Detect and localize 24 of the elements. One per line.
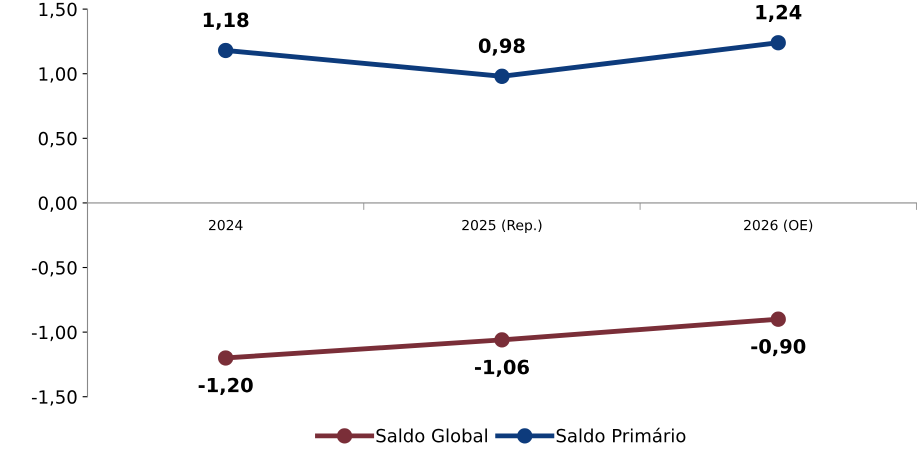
legend-label: Saldo Global [376,428,487,442]
y-tick-label: 0,50 [38,132,77,148]
point [494,332,510,348]
x-tick-label: 2026 (OE) [744,220,812,232]
point [770,35,786,50]
point [770,312,786,327]
point [494,68,510,84]
point [218,350,234,366]
data-label: 1,24 [756,4,802,22]
y-tick-label: -1,50 [32,390,77,406]
data-label: 1,18 [204,12,248,30]
y-tick-label: 1,50 [40,2,77,18]
data-label: 0,98 [478,38,525,56]
y-tick-label: 1,00 [40,67,77,83]
data-label: -0,90 [751,338,806,356]
legend-label: Saldo Primário [556,428,686,442]
y-tick-label: 0,00 [38,196,77,212]
x-tick-label: 2024 [208,220,243,230]
point [218,42,234,58]
x-tick-label: 2025 (Rep.) [462,220,542,234]
y-tick-label: -0,50 [32,260,77,276]
y-tick-label: -1,00 [32,326,77,342]
data-label: -1,06 [474,360,529,377]
data-label: -1,20 [198,378,253,395]
